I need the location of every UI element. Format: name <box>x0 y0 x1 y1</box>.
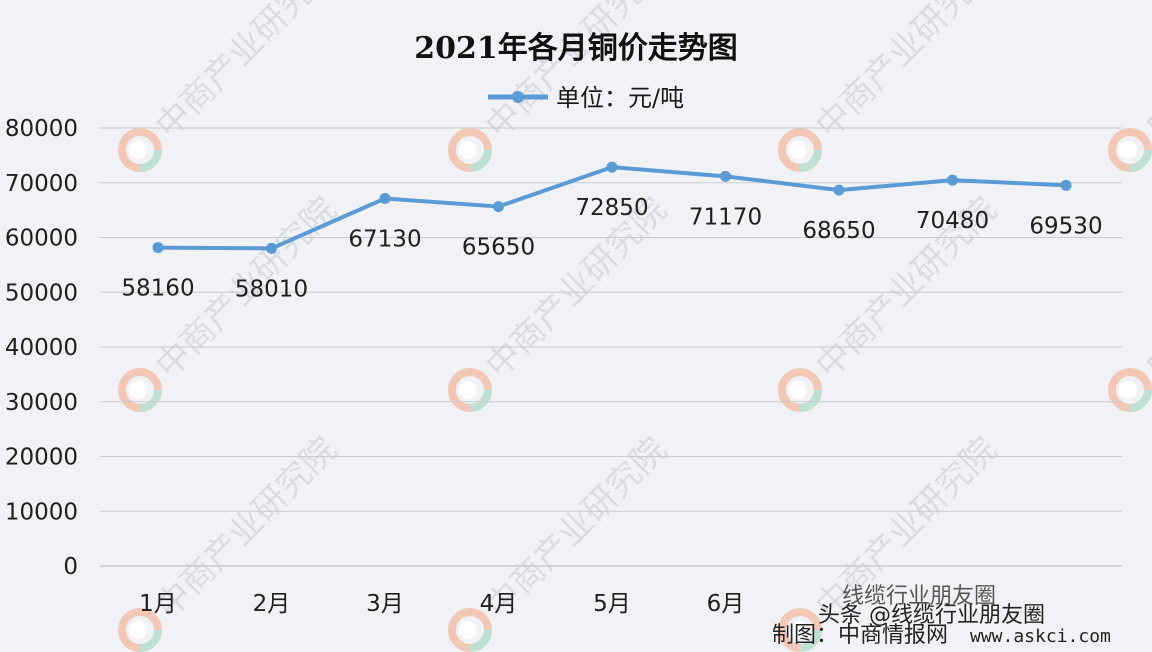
data-point-8 <box>947 174 958 186</box>
watermark-text: 中商产业研究院 <box>1138 190 1152 387</box>
watermark-3: 中商产业研究院 <box>782 0 1005 168</box>
x-axis: 1月 2月 3月 4月 5月 6月 <box>100 565 1122 617</box>
data-label-5: 72850 <box>575 195 648 221</box>
y-tick-label-50000: 50000 <box>5 280 78 306</box>
data-label-9: 69530 <box>1029 213 1102 239</box>
data-label-2: 58010 <box>235 276 308 302</box>
watermark-logo-icon <box>122 132 158 168</box>
data-label-4: 65650 <box>462 235 535 261</box>
watermark-text: 中商产业研究院 <box>808 0 1005 146</box>
watermark-1: 中商产业研究院 <box>122 0 345 168</box>
data-label-8: 70480 <box>916 208 989 234</box>
x-tick-label-6: 6月 <box>707 591 745 617</box>
legend-label: 单位：元/吨 <box>556 84 684 112</box>
y-tick-label-20000: 20000 <box>5 445 78 471</box>
watermark-logo-icon <box>452 372 488 408</box>
site-text: www.askci.com <box>970 626 1111 647</box>
data-label-3: 67130 <box>348 226 421 252</box>
watermark-4: 中商产业研究院 <box>1112 0 1152 168</box>
watermark-logo-icon <box>452 132 488 168</box>
data-point-2 <box>266 242 277 254</box>
data-point-6 <box>720 170 731 182</box>
footer: 线缆行业朋友圈 头条 @线缆行业朋友圈 制图：中商情报网 www.askci.c… <box>772 584 1111 648</box>
watermark-logo-icon <box>452 612 488 648</box>
watermark-logo-icon <box>782 132 818 168</box>
x-tick-label-1: 1月 <box>139 591 177 617</box>
x-tick-label-2: 2月 <box>253 591 291 617</box>
legend-marker-swatch <box>512 91 524 103</box>
y-tick-label-40000: 40000 <box>5 335 78 361</box>
stamp-text: 头条 @线缆行业朋友圈 <box>818 603 1045 628</box>
watermark-logo-icon <box>122 372 158 408</box>
data-label-1: 58160 <box>121 276 194 302</box>
data-label-6: 71170 <box>689 204 762 230</box>
watermark-8: 中商产业研究院 <box>1112 190 1152 408</box>
y-tick-label-60000: 60000 <box>5 226 78 252</box>
legend: 单位：元/吨 <box>488 84 684 112</box>
watermark-logo-icon <box>122 612 158 648</box>
chart-title: 2021年各月铜价走势图 <box>414 31 738 66</box>
watermark-logo-icon <box>782 372 818 408</box>
data-point-5 <box>606 161 618 173</box>
data-labels: 58160 58010 67130 65650 72850 71170 68650 70480… <box>121 195 1102 302</box>
y-axis: 0 10000 20000 30000 40000 50000 60000 70000 8000… <box>5 116 78 580</box>
x-tick-label-4: 4月 <box>480 591 518 617</box>
data-point-9 <box>1060 179 1072 191</box>
y-tick-label-30000: 30000 <box>5 390 78 416</box>
source-text: 制图：中商情报网 <box>772 623 948 648</box>
stamp-back-text: 线缆行业朋友圈 <box>842 584 996 609</box>
watermark-logo-icon <box>1112 132 1148 168</box>
y-tick-label-0: 0 <box>63 554 78 580</box>
y-tick-label-80000: 80000 <box>5 116 78 142</box>
watermark-logo-icon <box>1112 372 1148 408</box>
watermark-text: 中商产业研究院 <box>1138 0 1152 146</box>
y-tick-label-70000: 70000 <box>5 171 78 197</box>
x-tick-label-5: 5月 <box>593 591 631 617</box>
data-point-7 <box>833 184 845 196</box>
data-point-3 <box>379 192 391 204</box>
x-tick-label-3: 3月 <box>366 591 404 617</box>
data-label-7: 68650 <box>802 218 875 244</box>
y-tick-label-10000: 10000 <box>5 499 78 525</box>
watermark-text: 中商产业研究院 <box>148 0 345 146</box>
watermark-6: 中商产业研究院 <box>452 190 675 408</box>
data-point-4 <box>493 201 504 213</box>
watermark-text: 中商产业研究院 <box>148 430 345 627</box>
data-point-1 <box>152 242 164 254</box>
series-line-group <box>152 161 1072 254</box>
watermark-text: 中商产业研究院 <box>478 0 675 146</box>
